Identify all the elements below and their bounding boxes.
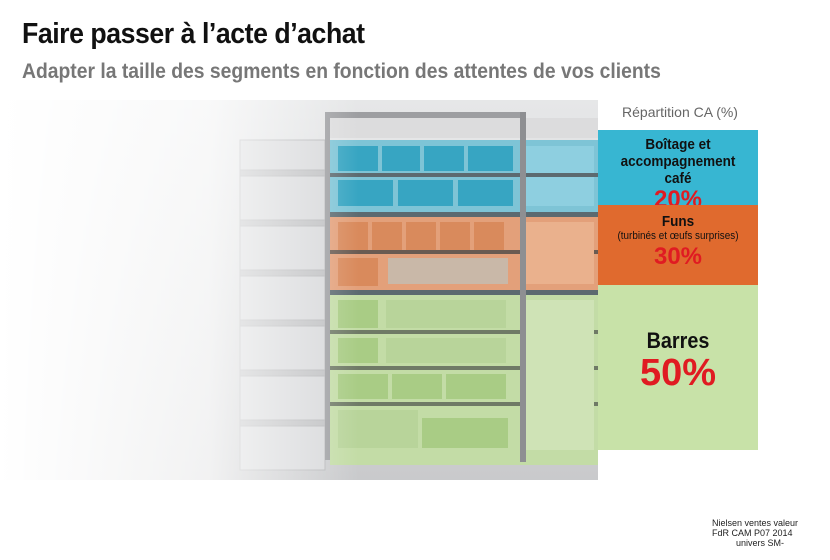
- source-line-3: univers SM-: [736, 538, 785, 548]
- column-title: Répartition CA (%): [622, 104, 738, 120]
- segment-boitage-name-1: Boîtage et: [645, 136, 711, 153]
- segment-boitage-name-2: accompagnement café: [620, 153, 736, 187]
- shelf-illustration: [0, 100, 598, 480]
- segment-funs: Funs (turbinés et œufs surprises) 30%: [598, 205, 758, 285]
- page-subtitle: Adapter la taille des segments en foncti…: [22, 60, 661, 83]
- segment-barres: Barres 50%: [598, 285, 758, 450]
- segment-barres-name: Barres: [646, 328, 710, 353]
- segment-funs-sub: (turbinés et œufs surprises): [617, 230, 739, 242]
- segment-funs-percent: 30%: [653, 243, 703, 270]
- source-note: Nielsen ventes valeur FdR CAM P07 2014 u…: [712, 518, 798, 548]
- source-line-2: FdR CAM P07 2014: [712, 528, 793, 538]
- segment-boitage: Boîtage et accompagnement café 20%: [598, 130, 758, 213]
- segment-funs-name: Funs: [661, 213, 695, 230]
- segment-barres-percent: 50%: [639, 352, 717, 394]
- page-title: Faire passer à l’acte d’achat: [22, 18, 365, 50]
- source-line-1: Nielsen ventes valeur: [712, 518, 799, 528]
